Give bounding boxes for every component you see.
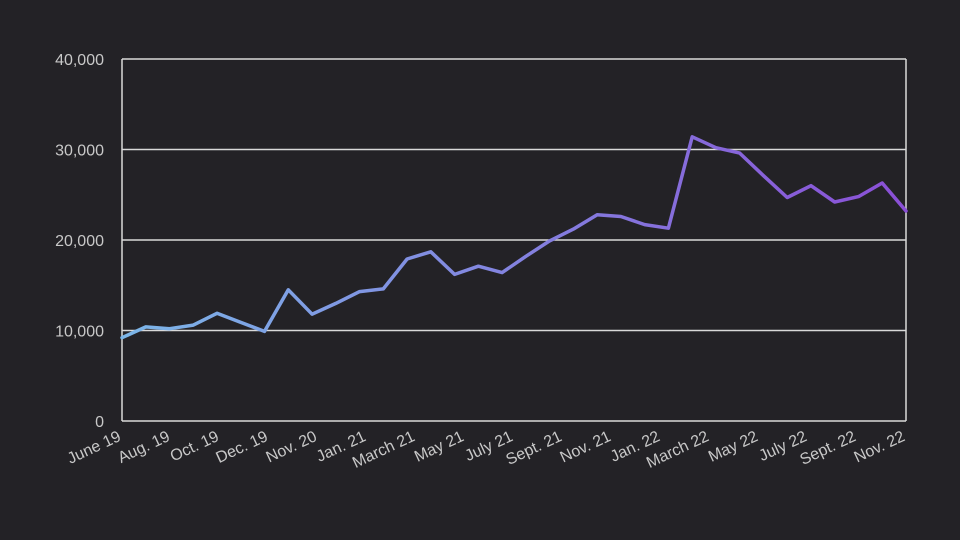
y-tick-label: 40,000 bbox=[55, 52, 104, 69]
gridlines bbox=[121, 58, 907, 422]
x-tick-label: Nov. 22 bbox=[852, 428, 908, 466]
series-points bbox=[120, 135, 908, 340]
y-tick-label: 20,000 bbox=[55, 233, 104, 250]
x-tick-label: Sept. 21 bbox=[503, 428, 564, 469]
x-tick-label: May 21 bbox=[412, 428, 467, 466]
x-tick-label: June 19 bbox=[65, 428, 124, 468]
x-tick-label: Nov. 20 bbox=[264, 428, 320, 466]
x-tick-label: May 22 bbox=[706, 428, 761, 466]
y-tick-label: 30,000 bbox=[55, 143, 104, 160]
x-tick-label: Nov. 21 bbox=[558, 428, 614, 466]
x-tick-label: Oct. 19 bbox=[168, 428, 222, 465]
y-axis: 0 10,000 20,000 30,000 40,000 bbox=[55, 52, 104, 431]
series-line bbox=[120, 135, 908, 340]
x-tick-label: Dec. 19 bbox=[214, 428, 271, 467]
x-tick-label: Sept. 22 bbox=[797, 428, 858, 469]
y-tick-label: 0 bbox=[95, 414, 104, 431]
x-tick-label: Aug. 19 bbox=[116, 428, 173, 467]
y-tick-label: 10,000 bbox=[55, 324, 104, 341]
